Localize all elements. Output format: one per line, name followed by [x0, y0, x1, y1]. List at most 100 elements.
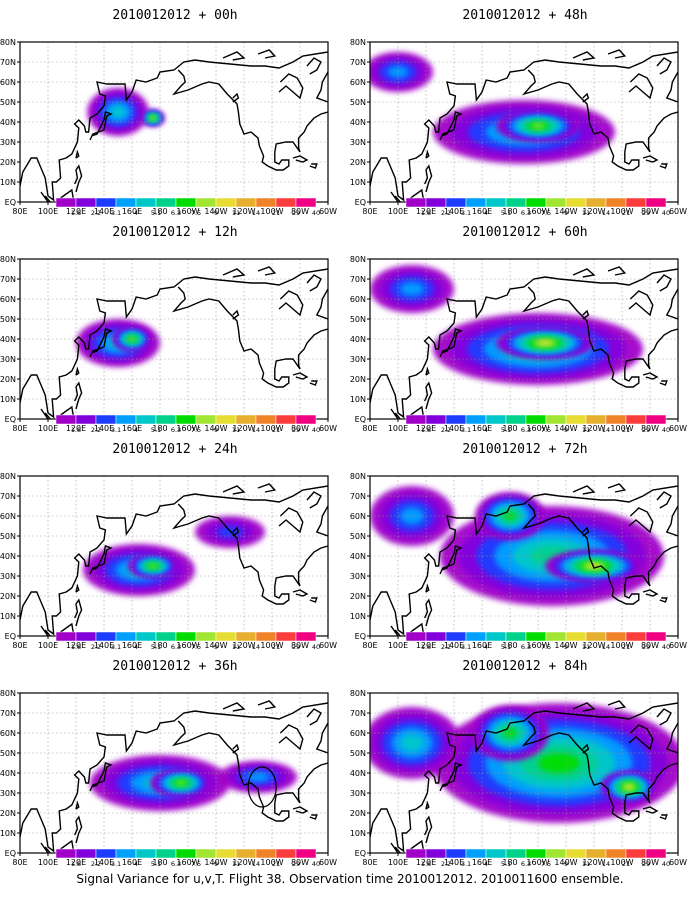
colorbar-swatch — [525, 848, 547, 859]
colorbar-swatch — [645, 197, 667, 208]
colorbar-swatch — [275, 197, 297, 208]
colorbar-label: 40 — [312, 426, 320, 434]
coastline — [607, 700, 627, 710]
coastline — [642, 806, 659, 814]
coastline — [572, 51, 596, 61]
x-tick-label: 100W — [260, 207, 283, 216]
colorbar-label: 9 — [214, 426, 218, 434]
colorbar-swatch — [525, 197, 547, 208]
panel-title: 2010012012 + 12h — [112, 225, 238, 240]
x-tick-label: 60W — [319, 207, 337, 216]
colorbar-label: 4 — [484, 860, 488, 868]
colorbar-swatch — [485, 848, 507, 859]
x-tick-label: 180 — [152, 207, 167, 216]
x-tick-label: 140W — [204, 858, 227, 867]
y-tick-label: 70N — [350, 275, 366, 284]
colorbar-swatch — [135, 414, 157, 425]
colorbar-swatch — [155, 848, 177, 859]
colorbar-label: 29 — [642, 426, 650, 434]
colorbar-swatch — [275, 848, 297, 859]
variance-contour — [176, 780, 186, 786]
colorbar-label: 3.1 — [461, 643, 471, 651]
colorbar-swatch — [405, 631, 427, 642]
colorbar-label: 7.5 — [541, 426, 551, 434]
y-tick-label: EQ — [355, 415, 366, 424]
coastline — [60, 622, 74, 636]
map-frame — [19, 41, 329, 203]
colorbar-label: 11 — [582, 643, 590, 651]
coastline — [222, 268, 246, 278]
y-tick-label: 40N — [350, 552, 366, 561]
x-tick-label: 120E — [66, 207, 86, 216]
colorbar-label: 11 — [582, 209, 590, 217]
colorbar-label: 14 — [252, 426, 260, 434]
colorbar-label: 11 — [232, 209, 240, 217]
y-tick-label: 50N — [0, 749, 16, 758]
coastline — [309, 380, 318, 386]
colorbar-label: 2.2 — [441, 426, 451, 434]
x-tick-label: 80W — [641, 424, 659, 433]
coastline — [309, 597, 318, 603]
colorbar-label: 5.1 — [501, 860, 511, 868]
colorbar-label: 40 — [312, 209, 320, 217]
coastline — [390, 408, 402, 419]
colorbar-swatch — [215, 197, 237, 208]
colorbar-label: 29 — [292, 426, 300, 434]
y-tick-label: 60N — [0, 78, 16, 87]
coastline — [582, 526, 590, 537]
coastline — [232, 92, 240, 103]
coastline — [607, 266, 627, 276]
variance-field — [20, 259, 328, 419]
coastline — [642, 155, 659, 163]
map-svg: 80E 100E 120E 140E 160E 180 160W 140W 120W 100W 80… — [350, 38, 687, 217]
colorbar-label: 4 — [484, 426, 488, 434]
colorbar-label: 9 — [564, 426, 568, 434]
colorbar-swatch — [95, 414, 117, 425]
coastline — [232, 526, 240, 537]
colorbar-label: 21 — [622, 426, 630, 434]
colorbar-swatch — [295, 848, 317, 859]
y-tick-label: 70N — [0, 709, 16, 718]
colorbar-label: 6.3 — [171, 209, 181, 217]
colorbar-swatch — [585, 414, 607, 425]
x-tick-label: 100E — [38, 424, 58, 433]
colorbar-swatch — [605, 197, 627, 208]
coastline — [390, 191, 402, 202]
colorbar-swatch — [565, 848, 587, 859]
colorbar-label: 6.3 — [171, 643, 181, 651]
coastline — [60, 188, 74, 202]
coastline — [656, 491, 672, 509]
y-tick-label: 50N — [350, 532, 366, 541]
colorbar-label: 9 — [214, 643, 218, 651]
variance-contour — [110, 106, 126, 118]
coastline — [306, 708, 322, 726]
coastline — [423, 381, 433, 410]
coastline — [656, 57, 672, 75]
colorbar-swatch — [505, 631, 527, 642]
coastline — [292, 589, 309, 597]
x-tick-label: 100E — [38, 207, 58, 216]
x-tick-label: 160E — [472, 858, 492, 867]
colorbar-swatch — [565, 631, 587, 642]
coastline — [171, 286, 328, 388]
colorbar-label: 6.3 — [521, 643, 531, 651]
x-tick-label: 140W — [204, 207, 227, 216]
y-tick-label: 10N — [350, 178, 366, 187]
x-tick-label: 140E — [94, 858, 114, 867]
y-tick-label: 10N — [0, 829, 16, 838]
y-tick-label: 10N — [0, 612, 16, 621]
colorbar-label: 29 — [292, 860, 300, 868]
colorbar-swatch — [115, 631, 137, 642]
colorbar-swatch — [295, 414, 317, 425]
x-tick-label: 100E — [38, 641, 58, 650]
colorbar-label: 29 — [292, 643, 300, 651]
x-tick-label: 80W — [641, 858, 659, 867]
colorbar-label: 2.2 — [441, 860, 451, 868]
colorbar-swatch — [405, 414, 427, 425]
coastline — [257, 700, 277, 710]
coastline — [278, 724, 304, 751]
colorbar-label: 40 — [662, 209, 670, 217]
x-tick-label: 160E — [122, 207, 142, 216]
colorbar-swatch — [445, 848, 467, 859]
map-panel: 2010012012 + 60h 80E 100E 120E 140E 160E 180 16… — [350, 217, 700, 437]
